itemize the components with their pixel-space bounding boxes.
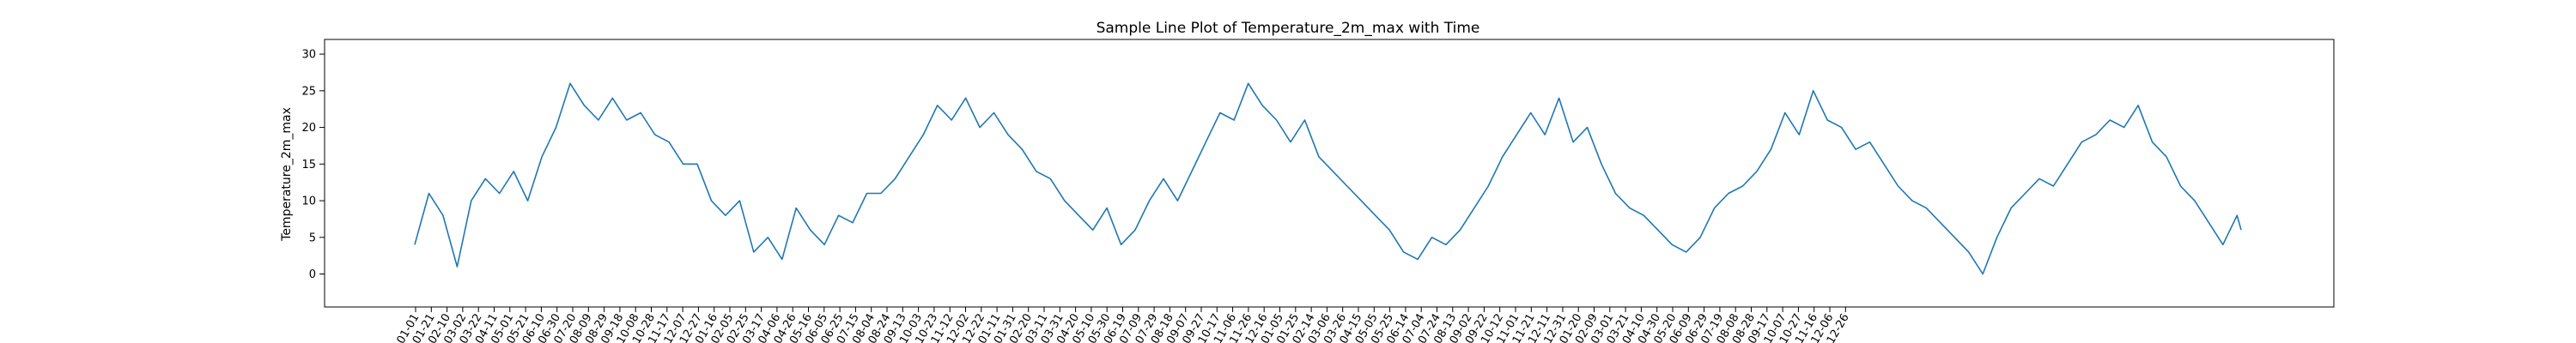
y-tick-label: 25 (301, 85, 316, 98)
y-tick-label: 5 (309, 232, 316, 244)
chart-title: Sample Line Plot of Temperature_2m_max w… (1097, 20, 1480, 37)
y-tick-label: 15 (301, 159, 316, 172)
x-axis-ticks: 01-0101-2102-1003-0203-2204-1105-0105-21… (395, 307, 1852, 343)
y-axis-label: Temperature_2m_max (280, 107, 294, 242)
temperature-series-line (414, 82, 2242, 275)
y-tick-label: 30 (301, 49, 316, 62)
y-axis-ticks: 0 5 10 15 20 25 30 (301, 49, 325, 281)
y-tick-label: 0 (309, 268, 316, 281)
y-tick-label: 10 (301, 196, 316, 208)
plot-frame (324, 39, 2335, 308)
y-tick-label: 20 (301, 122, 316, 135)
